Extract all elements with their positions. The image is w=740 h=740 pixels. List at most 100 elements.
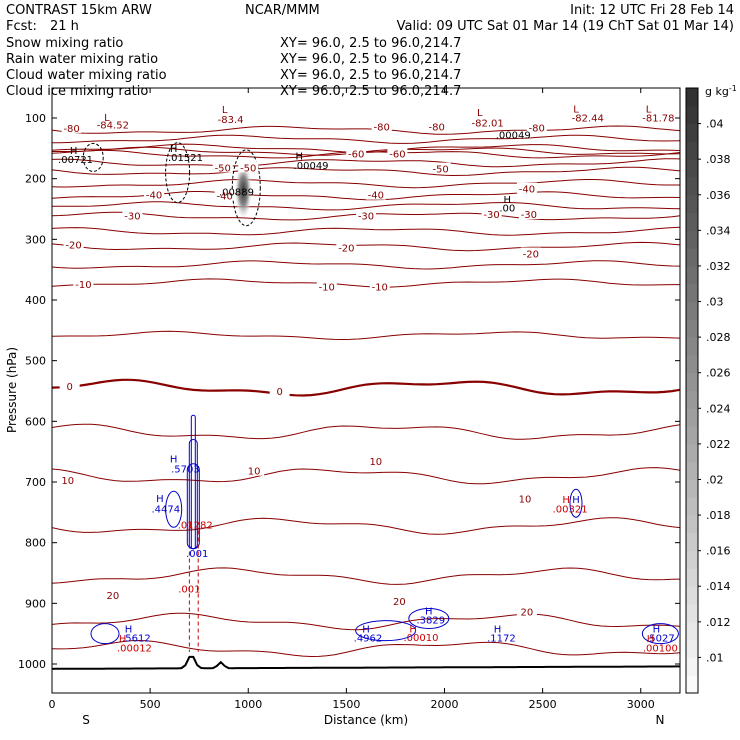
y-tick-label: 1000 <box>18 658 46 671</box>
snow-contour <box>231 149 261 227</box>
contour-label-bg <box>516 605 537 617</box>
field-legend: Snow mixing ratio XY= 96.0, 2.5 to 96.0,2… <box>6 36 461 99</box>
isotherm-label: -20 <box>65 240 81 251</box>
colorbar-swatch <box>686 159 698 178</box>
contour-label-bg <box>518 208 539 220</box>
extremum-label: .00049 <box>294 161 329 172</box>
extremum-label: .4474 <box>152 504 181 515</box>
y-axis-label: Pressure (hPa) <box>5 347 19 433</box>
colorbar-swatch <box>686 604 698 623</box>
isotherm-label: -50 <box>432 165 448 176</box>
y-tick-label: 200 <box>25 173 46 186</box>
extremum-label: .00100 <box>643 643 678 654</box>
isotherm-label: 0 <box>276 387 282 398</box>
contour-label-bg <box>57 473 78 485</box>
y-tick-label: 400 <box>25 294 46 307</box>
contour-label-bg <box>214 189 235 201</box>
colorbar-tick-label: .028 <box>706 331 731 344</box>
extremum-label: .00010 <box>403 633 438 644</box>
isotherm-label: -80 <box>63 124 79 135</box>
y-tick-label: 300 <box>25 233 46 246</box>
field-xy-1: XY= 96.0, 2.5 to 96.0,214.7 <box>280 52 461 67</box>
x-tick-label: 0 <box>49 698 56 711</box>
colorbar-swatch <box>686 408 698 427</box>
colorbar-tick-label: .026 <box>706 367 731 380</box>
contour-label-bg <box>61 121 82 133</box>
extremum-label: L <box>104 113 110 124</box>
y-tick-label: 500 <box>25 355 46 368</box>
y-tick-label: 800 <box>25 537 46 550</box>
isotherm-label: -50 <box>240 163 256 174</box>
cloud-water-contour <box>188 439 198 550</box>
field-name-3: Cloud ice mixing ratio <box>6 84 148 99</box>
colorbar-swatch <box>686 621 698 641</box>
extremum-label: H <box>119 634 127 645</box>
extremum-label: L <box>222 105 228 116</box>
colorbar-tick-label: .038 <box>706 153 731 166</box>
extremum-label: H <box>125 624 133 635</box>
contour-label-bg <box>244 464 265 476</box>
colorbar-swatch <box>686 639 698 658</box>
colorbar-swatch <box>686 479 698 498</box>
contour-label-bg <box>356 209 376 221</box>
isotherm-label: -80 <box>529 123 545 134</box>
isotherm-label: -10 <box>75 280 91 291</box>
isotherm-line <box>52 330 680 341</box>
colorbar-swatch <box>686 550 698 569</box>
colorbar-swatch <box>686 443 698 463</box>
colorbar-swatch <box>686 283 698 303</box>
isotherm-line <box>52 201 680 211</box>
contour-label-bg <box>269 385 290 397</box>
fcst-label: Fcst: <box>6 19 37 34</box>
endpoint-north: N <box>656 713 665 727</box>
extremum-label: H <box>362 624 370 635</box>
colorbar-swatch <box>686 426 698 445</box>
extremum-label: -83.4 <box>218 115 244 126</box>
contour-label-bg <box>122 209 143 221</box>
cloud-water-contour <box>641 623 679 645</box>
extremum-label: -84.52 <box>97 120 129 131</box>
endpoint-south: S <box>82 713 90 727</box>
isotherm-label: 10 <box>61 476 74 487</box>
extremum-label: .001 <box>186 549 208 560</box>
isotherm-line <box>52 423 680 440</box>
colorbar-tick-label: .024 <box>706 402 731 415</box>
contour-label-bg <box>238 161 259 173</box>
isotherm-line <box>52 378 680 397</box>
isotherm-label: -20 <box>523 250 539 261</box>
cloud-water-contour <box>569 488 583 518</box>
isotherm-label: -80 <box>428 123 444 134</box>
isotherm-label: -40 <box>146 191 162 202</box>
contour-label-bg <box>316 280 337 292</box>
colorbar-swatch <box>686 105 698 125</box>
colorbar-tick-label: .03 <box>706 296 724 309</box>
colorbar-tick-label: .01 <box>706 651 724 664</box>
extremum-label: H <box>562 495 570 506</box>
x-tick-label: 500 <box>140 698 161 711</box>
isotherm-label: -10 <box>372 282 388 293</box>
extremum-label: .4962 <box>354 634 383 645</box>
isotherm-label: -40 <box>217 191 233 202</box>
colorbar-tick-label: .016 <box>706 545 731 558</box>
colorbar-swatch <box>686 372 698 391</box>
isotherm-line <box>52 125 680 135</box>
contour-label-bg <box>369 280 390 292</box>
extremum-label: L <box>646 105 652 116</box>
snow-shading <box>235 164 252 217</box>
contour-label-bg <box>520 247 541 259</box>
contour-label-bg <box>387 147 408 159</box>
y-tick-label: 900 <box>25 597 46 610</box>
ice-contour <box>82 142 104 172</box>
field-name-1: Rain water mixing ratio <box>6 52 158 67</box>
isotherm-line <box>52 166 680 177</box>
extremum-label: -82.01 <box>472 118 504 129</box>
colorbar-swatch <box>686 88 698 107</box>
contour-label-bg <box>526 121 547 133</box>
colorbar-swatch <box>686 568 698 587</box>
isotherm-label: 10 <box>519 495 532 506</box>
plot-frame <box>51 87 681 694</box>
extremum-label: -81.78 <box>642 114 674 125</box>
colorbar-swatch <box>686 354 698 374</box>
extremum-label: L <box>477 108 483 119</box>
colorbar-swatch <box>686 141 698 160</box>
